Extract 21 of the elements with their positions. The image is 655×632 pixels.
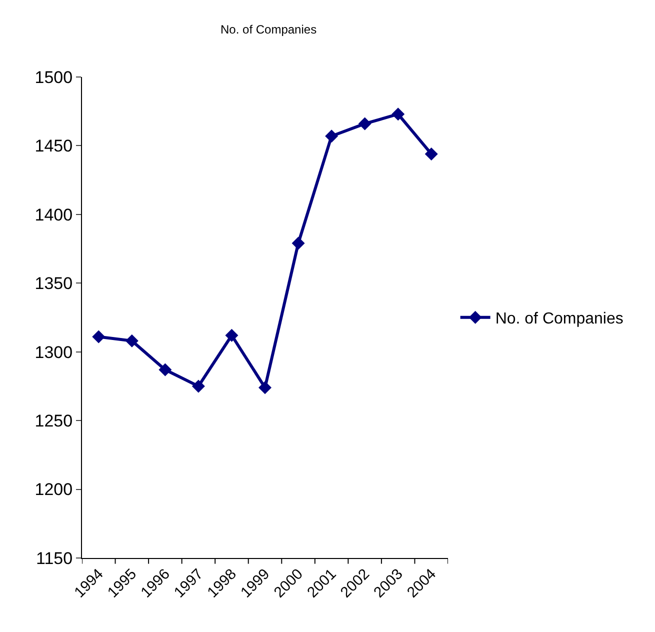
y-tick-label: 1450 <box>34 136 73 156</box>
point <box>292 236 305 250</box>
y-tick-label: 1500 <box>34 68 73 87</box>
point <box>392 108 405 121</box>
legend-label: No. of Companies <box>495 310 624 328</box>
point <box>125 334 138 348</box>
point <box>158 363 172 376</box>
point <box>258 381 272 394</box>
y-tick-label: 1350 <box>34 274 73 294</box>
y-tick-label: 1200 <box>34 480 73 500</box>
chart-title: No. of Companies <box>220 22 317 37</box>
point <box>358 117 372 130</box>
point <box>325 130 338 143</box>
y-tick-label: 1250 <box>34 412 73 431</box>
point <box>424 147 438 160</box>
y-tick-label: 1400 <box>34 205 73 224</box>
y-tick-label: 1300 <box>34 342 73 362</box>
point <box>225 328 238 342</box>
y-tick-label: 1150 <box>36 548 73 568</box>
point <box>92 330 106 344</box>
point <box>192 380 205 393</box>
